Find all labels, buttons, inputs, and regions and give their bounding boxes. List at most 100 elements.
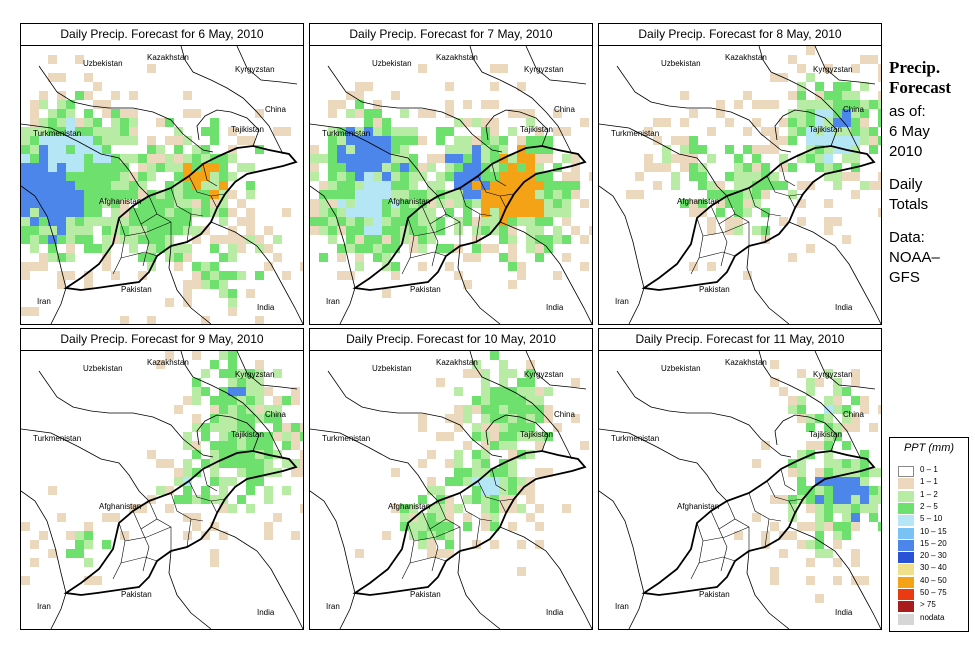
precip-cell — [364, 82, 373, 91]
precip-cell — [246, 289, 255, 298]
country-border — [236, 46, 298, 85]
precip-cell — [481, 477, 490, 486]
precip-cell — [481, 208, 490, 217]
precip-cell — [878, 136, 881, 145]
precip-cell — [282, 486, 291, 495]
precip-cell — [463, 468, 472, 477]
precip-cell — [481, 163, 490, 172]
precip-cell — [580, 262, 589, 271]
precip-cell — [707, 127, 716, 136]
precip-cell — [165, 199, 174, 208]
precip-cell — [246, 369, 255, 378]
precip-cell — [689, 172, 698, 181]
precip-cell — [93, 172, 102, 181]
precip-cell — [192, 109, 201, 118]
precip-cell — [526, 163, 535, 172]
country-border — [499, 526, 592, 629]
precip-cell — [833, 136, 842, 145]
precip-cell — [319, 226, 328, 235]
precip-cell — [427, 109, 436, 118]
precip-cell — [842, 100, 851, 109]
precip-cell — [192, 181, 201, 190]
country-label-turkmenistan: Turkmenistan — [322, 434, 370, 443]
precip-cell — [337, 217, 346, 226]
precip-cell — [174, 172, 183, 181]
precip-cell — [508, 217, 517, 226]
precip-cell — [201, 199, 210, 208]
country-label-india: India — [257, 608, 275, 617]
province-border — [120, 251, 158, 259]
precip-cell — [851, 459, 860, 468]
precip-cell — [66, 181, 75, 190]
province-border — [475, 213, 481, 243]
precip-cell — [228, 298, 237, 307]
precip-cell — [355, 208, 364, 217]
precip-cell — [219, 441, 228, 450]
precip-cell — [788, 91, 797, 100]
precip-cell — [653, 136, 662, 145]
precip-cell — [111, 172, 120, 181]
precip-cell — [508, 199, 517, 208]
precip-cell — [436, 531, 445, 540]
precip-cell — [797, 118, 806, 127]
precip-cell — [57, 208, 66, 217]
precip-cell — [174, 127, 183, 136]
precip-cell — [436, 199, 445, 208]
country-label-kyrgyzstan: Kyrgyzstan — [813, 370, 853, 379]
country-label-kazakhstan: Kazakhstan — [147, 358, 189, 367]
legend-label: 2 – 5 — [920, 501, 938, 511]
precip-cell — [355, 172, 364, 181]
precip-cells — [310, 64, 592, 298]
precip-cell — [183, 154, 192, 163]
province-border — [499, 195, 507, 209]
country-label-kyrgyzstan: Kyrgyzstan — [235, 65, 275, 74]
precip-cell — [102, 154, 111, 163]
province-border — [409, 251, 447, 259]
precip-cell — [806, 387, 815, 396]
precip-cell — [39, 190, 48, 199]
precip-cell — [337, 136, 346, 145]
precip-cell — [273, 235, 282, 244]
precip-cell — [174, 405, 183, 414]
country-label-kyrgyzstan: Kyrgyzstan — [524, 370, 564, 379]
precip-cell — [48, 154, 57, 163]
precip-cell — [472, 217, 481, 226]
precip-cell — [228, 172, 237, 181]
precip-cell — [57, 271, 66, 280]
precip-cell — [246, 423, 255, 432]
precip-cell — [499, 253, 508, 262]
precip-cell — [571, 154, 580, 163]
precip-cell — [273, 253, 282, 262]
precip-cell — [499, 172, 508, 181]
country-label-tajikistan: Tajikistan — [231, 125, 264, 134]
precip-cell — [860, 486, 869, 495]
precip-cell — [463, 190, 472, 199]
precip-cell — [770, 567, 779, 576]
precip-cell — [806, 118, 815, 127]
country-border — [21, 185, 67, 289]
precip-cell — [842, 513, 851, 522]
precip-cell — [237, 423, 246, 432]
precip-cell — [463, 118, 472, 127]
precip-cell — [824, 118, 833, 127]
precip-cell — [66, 163, 75, 172]
precip-cell — [427, 208, 436, 217]
precip-cell — [30, 127, 39, 136]
precip-cell — [346, 199, 355, 208]
precip-cell — [734, 181, 743, 190]
precip-cell — [129, 244, 138, 253]
precip-cell — [219, 280, 228, 289]
precip-cell — [418, 226, 427, 235]
precip-cell — [490, 244, 499, 253]
precip-cell — [57, 136, 66, 145]
country-label-india: India — [257, 303, 275, 312]
precip-cell — [508, 226, 517, 235]
precip-cell — [21, 271, 30, 280]
precip-cell — [111, 181, 120, 190]
precip-cell — [481, 414, 490, 423]
precip-cell — [210, 271, 219, 280]
precip-cell — [761, 145, 770, 154]
precip-cell — [472, 432, 481, 441]
precip-cell — [815, 100, 824, 109]
province-border — [766, 175, 804, 197]
